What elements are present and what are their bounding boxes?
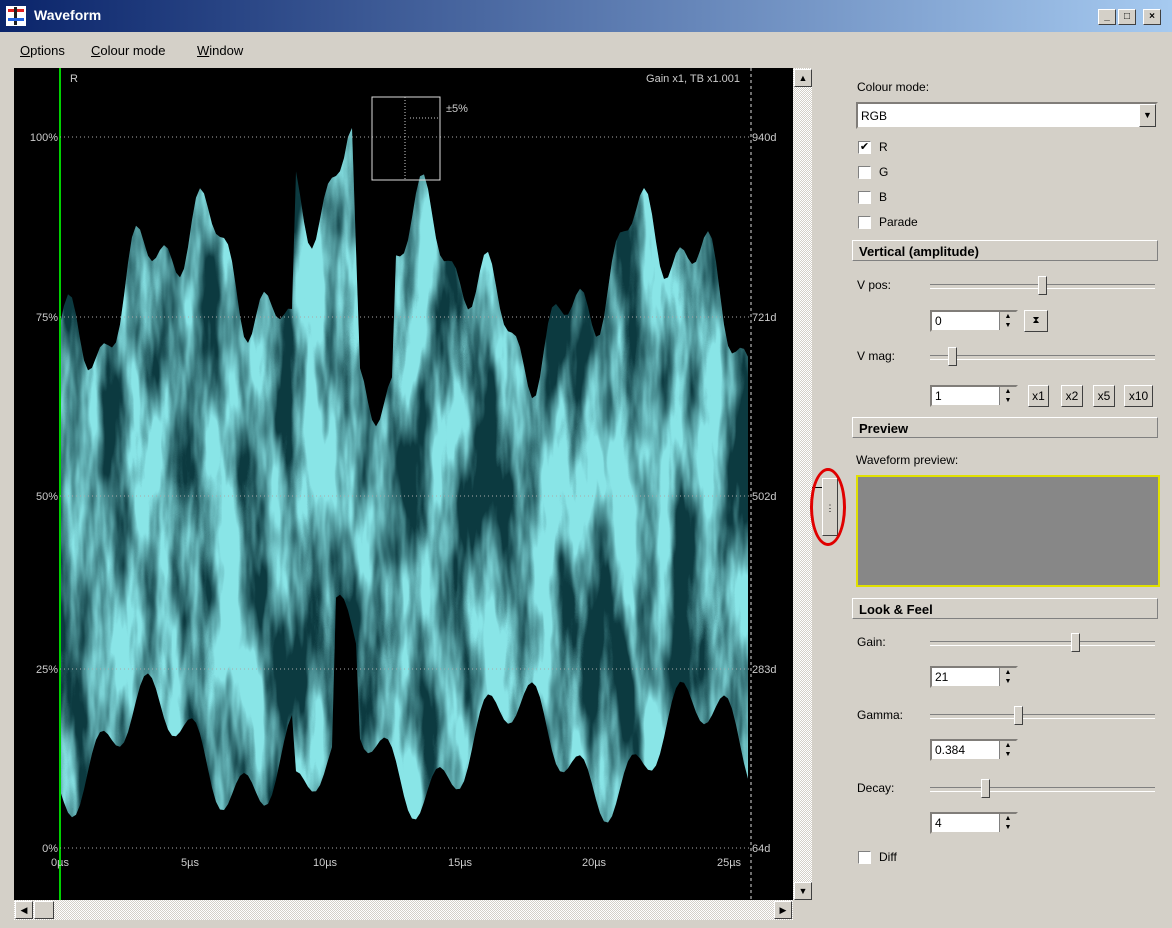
left-scale-label: 75%: [36, 312, 58, 324]
mag-button[interactable]: x1: [1028, 385, 1049, 407]
vertical-scrollbar[interactable]: [793, 68, 812, 900]
checkbox[interactable]: [858, 191, 871, 204]
mag-button[interactable]: x5: [1093, 385, 1115, 407]
decay-thumb[interactable]: [981, 779, 990, 798]
time-scale-label: 15µs: [448, 857, 473, 869]
vpos-value: 0: [935, 314, 942, 328]
time-scale-label: 0µs: [51, 857, 69, 869]
left-scale-label: 100%: [30, 132, 58, 144]
right-scale-label: 502d: [752, 491, 776, 503]
colour-mode-label: Colour mode:: [857, 80, 929, 94]
gain-slider[interactable]: [930, 641, 1155, 646]
left-scale-label: 25%: [36, 664, 58, 676]
time-scale-label: 10µs: [313, 857, 338, 869]
spin-arrows[interactable]: ▲▼: [999, 668, 1016, 686]
window: Waveform _ □ × Options Colour mode Windo…: [0, 0, 1172, 928]
preview-label: Waveform preview:: [856, 453, 958, 467]
checkbox[interactable]: [858, 851, 871, 864]
combo-value: RGB: [861, 109, 887, 123]
scroll-thumb[interactable]: [34, 901, 54, 919]
gain-spin[interactable]: 21 ▲▼: [930, 666, 1018, 688]
vpos-label: V pos:: [857, 278, 891, 292]
spin-arrows[interactable]: ▲▼: [999, 814, 1016, 832]
gain-thumb[interactable]: [1071, 633, 1080, 652]
waveform-display: 100% 940d 75% 721d 50% 502d 25% 283d 0% 64d 0µs 5µs…: [14, 68, 793, 900]
preview-box: [856, 475, 1160, 587]
status-text: Gain x1, TB x1.001: [646, 73, 740, 85]
checkbox[interactable]: [858, 166, 871, 179]
spin-arrows[interactable]: ▲▼: [999, 741, 1016, 759]
gamma-value: 0.384: [935, 743, 965, 757]
spin-arrows[interactable]: ▲▼: [999, 312, 1016, 330]
checkbox-label: G: [879, 165, 888, 179]
maximize-button[interactable]: □: [1118, 9, 1136, 25]
close-button[interactable]: ×: [1143, 9, 1161, 25]
combo-arrow[interactable]: ▼: [1139, 104, 1156, 127]
checkbox[interactable]: [858, 216, 871, 229]
vpos-thumb[interactable]: [1038, 276, 1047, 295]
left-scale-label: 50%: [36, 491, 58, 503]
right-scale-label: 721d: [752, 312, 776, 324]
menu-item[interactable]: Colour mode: [91, 43, 165, 58]
colour-mode-combo[interactable]: RGB ▼: [856, 102, 1158, 129]
gamma-thumb[interactable]: [1014, 706, 1023, 725]
gain-value: 21: [935, 670, 948, 684]
decay-label: Decay:: [857, 781, 894, 795]
section-header[interactable]: Look & Feel: [852, 598, 1158, 619]
page: {"window": {"title": "Waveform"}, "menu"…: [0, 0, 1172, 928]
window-title: Waveform: [34, 7, 101, 23]
scroll-left[interactable]: ◀: [15, 901, 33, 919]
checkbox-label: Parade: [879, 215, 918, 229]
decay-slider[interactable]: [930, 787, 1155, 792]
mag-button[interactable]: x2: [1061, 385, 1083, 407]
gamma-label: Gamma:: [857, 708, 903, 722]
vmag-spin[interactable]: 1 ▲▼: [930, 385, 1018, 407]
section-header[interactable]: Preview: [852, 417, 1158, 438]
menu-item[interactable]: Window: [197, 43, 243, 58]
gain-label: Gain:: [857, 635, 886, 649]
checkbox-label: B: [879, 190, 887, 204]
highlight-ellipse: [810, 468, 846, 546]
vpos-spin[interactable]: 0 ▲▼: [930, 310, 1018, 332]
channel-label: R: [70, 73, 78, 85]
mag-button[interactable]: x10: [1124, 385, 1153, 407]
checkbox[interactable]: ✔: [858, 141, 871, 154]
decay-value: 4: [935, 816, 942, 830]
gamma-spin[interactable]: 0.384 ▲▼: [930, 739, 1018, 761]
left-scale-label: 0%: [42, 843, 58, 855]
gamma-slider[interactable]: [930, 714, 1155, 719]
scroll-right[interactable]: ▶: [774, 901, 792, 919]
decay-spin[interactable]: 4 ▲▼: [930, 812, 1018, 834]
vmag-label: V mag:: [857, 349, 895, 363]
right-scale-label: 940d: [752, 132, 776, 144]
vmag-slider[interactable]: [930, 355, 1155, 360]
zoom-label: ±5%: [446, 103, 468, 115]
center-button[interactable]: ⧗: [1024, 310, 1048, 332]
minimize-button[interactable]: _: [1098, 9, 1116, 25]
spin-arrows[interactable]: ▲▼: [999, 387, 1016, 405]
menu-item[interactable]: Options: [20, 43, 65, 58]
title-bar: [0, 0, 1172, 32]
right-scale-label: 283d: [752, 664, 776, 676]
scroll-up[interactable]: ▲: [794, 69, 812, 87]
time-scale-label: 5µs: [181, 857, 199, 869]
time-scale-label: 25µs: [717, 857, 742, 869]
time-scale-label: 20µs: [582, 857, 607, 869]
horizontal-scrollbar[interactable]: [14, 900, 793, 920]
vmag-value: 1: [935, 389, 942, 403]
right-scale-label: 64d: [752, 843, 770, 855]
section-header[interactable]: Vertical (amplitude): [852, 240, 1158, 261]
scroll-down[interactable]: ▼: [794, 882, 812, 900]
checkbox-label: Diff: [879, 850, 897, 864]
vmag-thumb[interactable]: [948, 347, 957, 366]
app-icon: [6, 6, 26, 26]
checkbox-label: R: [879, 140, 888, 154]
